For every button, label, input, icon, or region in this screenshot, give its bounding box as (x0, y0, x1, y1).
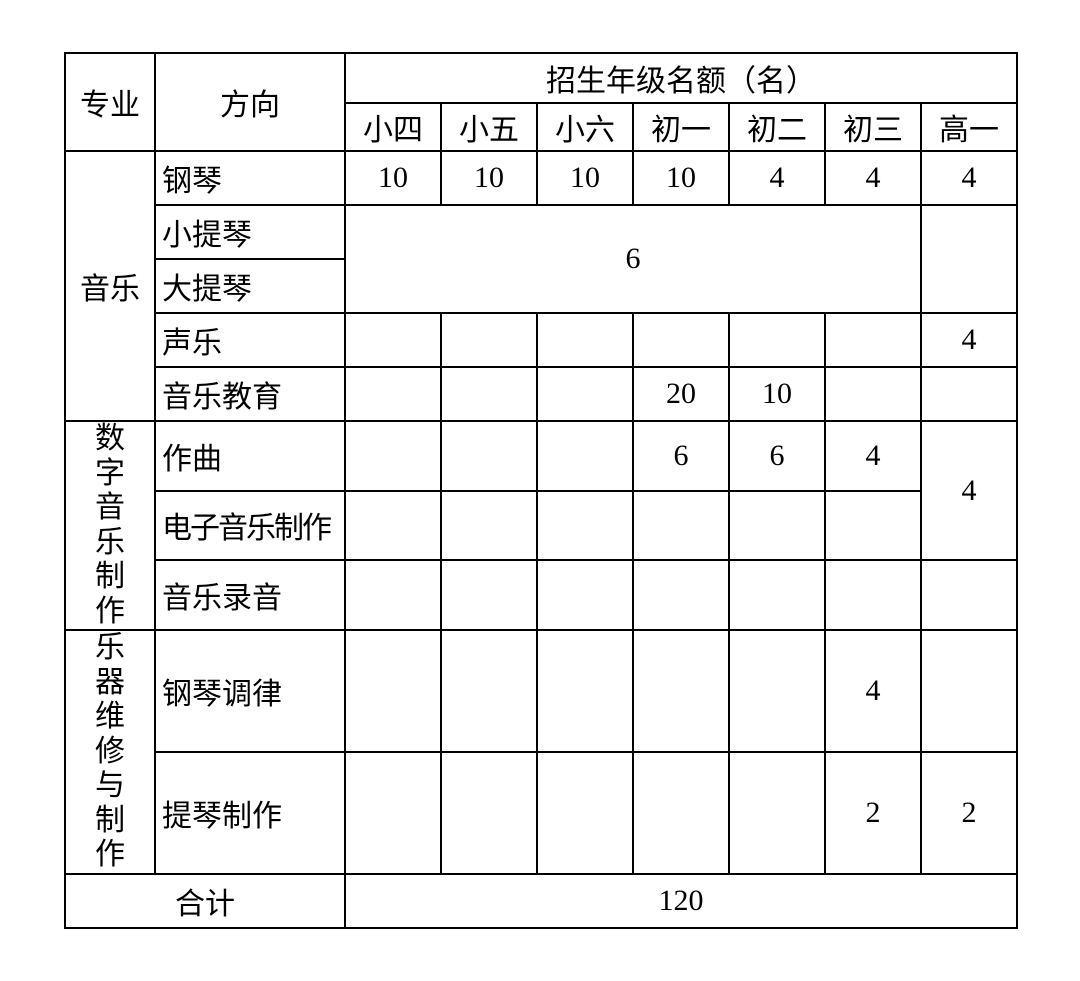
cell (729, 560, 825, 630)
cell (537, 630, 633, 752)
cell (729, 630, 825, 752)
cell (537, 560, 633, 630)
cell: 2 (825, 752, 921, 874)
table-row: 提琴制作 2 2 (65, 752, 1017, 874)
cell (921, 630, 1017, 752)
table-row: 音乐教育 20 10 (65, 367, 1017, 421)
header-direction: 方向 (155, 53, 345, 151)
header-major: 专业 (65, 53, 155, 151)
cell: 10 (729, 367, 825, 421)
cell (825, 560, 921, 630)
cell: 20 (633, 367, 729, 421)
cell (825, 313, 921, 367)
grade-col-4: 初二 (729, 103, 825, 151)
cell: 4 (729, 151, 825, 205)
grade-col-0: 小四 (345, 103, 441, 151)
major-repair-label: 乐器维修与制作 (95, 631, 125, 873)
major-digital: 数字音乐制作 (65, 421, 155, 630)
cell (825, 367, 921, 421)
grade-col-6: 高一 (921, 103, 1017, 151)
cell (345, 421, 441, 491)
cell (345, 367, 441, 421)
cell (345, 491, 441, 561)
dir-tuning: 钢琴调律 (155, 630, 345, 752)
cell (729, 491, 825, 561)
cell (537, 491, 633, 561)
cell: 6 (633, 421, 729, 491)
table-row: 小提琴 6 (65, 205, 1017, 259)
table-header-row: 专业 方向 招生年级名额（名） (65, 53, 1017, 103)
dir-cello: 大提琴 (155, 259, 345, 313)
cell (345, 313, 441, 367)
grade-col-5: 初三 (825, 103, 921, 151)
cell (825, 491, 921, 561)
dir-recording: 音乐录音 (155, 560, 345, 630)
cell-strings-merged: 6 (345, 205, 921, 313)
cell (633, 560, 729, 630)
cell: 10 (441, 151, 537, 205)
cell: 4 (825, 630, 921, 752)
cell (537, 421, 633, 491)
cell: 10 (345, 151, 441, 205)
cell (441, 313, 537, 367)
major-repair: 乐器维修与制作 (65, 630, 155, 874)
dir-vocal: 声乐 (155, 313, 345, 367)
enrollment-table: 专业 方向 招生年级名额（名） 小四 小五 小六 初一 初二 初三 高一 音乐 … (64, 52, 1018, 929)
dir-compose: 作曲 (155, 421, 345, 491)
cell (729, 313, 825, 367)
grade-col-3: 初一 (633, 103, 729, 151)
cell (441, 560, 537, 630)
cell (921, 205, 1017, 313)
cell-digital-gaoyi: 4 (921, 421, 1017, 560)
total-label: 合计 (65, 874, 345, 928)
cell (537, 367, 633, 421)
table-row: 音乐录音 (65, 560, 1017, 630)
cell (921, 367, 1017, 421)
cell: 4 (921, 151, 1017, 205)
grade-col-1: 小五 (441, 103, 537, 151)
cell: 4 (825, 151, 921, 205)
cell (633, 630, 729, 752)
dir-violin: 小提琴 (155, 205, 345, 259)
major-music: 音乐 (65, 151, 155, 421)
cell (345, 630, 441, 752)
cell (633, 752, 729, 874)
cell (441, 752, 537, 874)
header-quota-title: 招生年级名额（名） (345, 53, 1017, 103)
table-row: 音乐 钢琴 10 10 10 10 4 4 4 (65, 151, 1017, 205)
cell (633, 491, 729, 561)
table-total-row: 合计 120 (65, 874, 1017, 928)
cell (345, 752, 441, 874)
cell: 4 (825, 421, 921, 491)
cell: 2 (921, 752, 1017, 874)
table-row: 声乐 4 (65, 313, 1017, 367)
cell: 6 (729, 421, 825, 491)
cell (345, 560, 441, 630)
total-value: 120 (345, 874, 1017, 928)
dir-violinmake: 提琴制作 (155, 752, 345, 874)
dir-emusic: 电子音乐制作 (155, 491, 345, 561)
dir-musicedu: 音乐教育 (155, 367, 345, 421)
cell: 10 (633, 151, 729, 205)
table-row: 电子音乐制作 (65, 491, 1017, 561)
cell: 10 (537, 151, 633, 205)
cell (537, 313, 633, 367)
cell (441, 367, 537, 421)
cell (441, 630, 537, 752)
cell (441, 491, 537, 561)
cell (921, 560, 1017, 630)
cell (537, 752, 633, 874)
cell (441, 421, 537, 491)
major-digital-label: 数字音乐制作 (95, 422, 125, 629)
table-container: 专业 方向 招生年级名额（名） 小四 小五 小六 初一 初二 初三 高一 音乐 … (0, 0, 1080, 981)
cell (729, 752, 825, 874)
table-row: 数字音乐制作 作曲 6 6 4 4 (65, 421, 1017, 491)
dir-piano: 钢琴 (155, 151, 345, 205)
table-row: 乐器维修与制作 钢琴调律 4 (65, 630, 1017, 752)
cell (633, 313, 729, 367)
grade-col-2: 小六 (537, 103, 633, 151)
cell: 4 (921, 313, 1017, 367)
